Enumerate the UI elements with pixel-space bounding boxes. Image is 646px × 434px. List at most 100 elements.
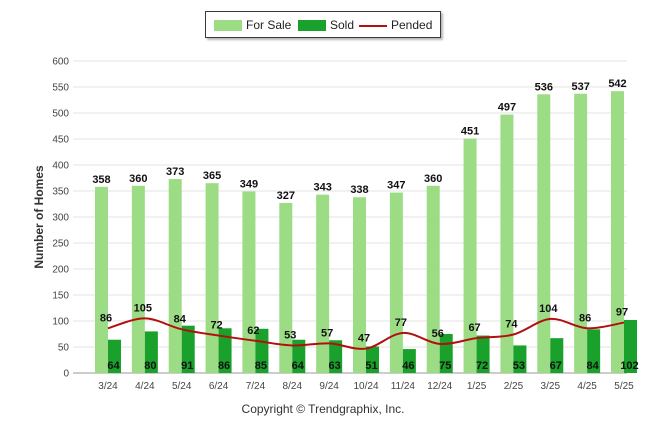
data-label-pended: 77 xyxy=(395,317,407,329)
bar-for-sale xyxy=(242,191,256,373)
data-label-for-sale: 327 xyxy=(277,190,295,202)
data-label-for-sale: 343 xyxy=(313,182,331,194)
x-tick-label: 7/24 xyxy=(246,381,266,392)
bar-for-sale xyxy=(95,186,108,373)
data-label-sold: 80 xyxy=(144,360,156,372)
legend-swatch-for-sale xyxy=(214,19,242,31)
legend-item-sold: Sold xyxy=(298,17,354,33)
bar-sold xyxy=(218,328,232,373)
bar-for-sale xyxy=(500,114,514,373)
bar-for-sale xyxy=(537,94,551,373)
data-label-for-sale: 358 xyxy=(92,174,110,186)
x-tick-label: 11/24 xyxy=(391,381,416,392)
bar-sold xyxy=(144,331,158,373)
bar-for-sale xyxy=(353,197,366,373)
data-label-pended: 62 xyxy=(247,325,259,337)
data-label-sold: 102 xyxy=(620,360,638,372)
data-label-pended: 47 xyxy=(358,333,370,345)
bar-sold xyxy=(402,349,416,373)
data-label-sold: 85 xyxy=(255,360,267,372)
data-label-for-sale: 338 xyxy=(350,184,368,196)
y-axis-title: Number of Homes xyxy=(32,165,46,269)
x-tick-label: 3/24 xyxy=(98,381,118,392)
x-tick-label: 6/24 xyxy=(209,381,229,392)
data-label-sold: 86 xyxy=(218,360,230,372)
y-tick-label: 250 xyxy=(52,239,69,250)
bar-for-sale xyxy=(279,202,293,373)
data-label-pended: 105 xyxy=(134,302,152,314)
data-label-sold: 46 xyxy=(402,360,414,372)
bar-sold xyxy=(329,340,343,373)
bar-for-sale xyxy=(205,183,219,373)
x-tick-label: 9/24 xyxy=(319,381,339,392)
legend-swatch-sold xyxy=(298,19,326,31)
data-label-sold: 64 xyxy=(292,360,305,372)
y-tick-label: 100 xyxy=(52,317,69,328)
x-tick-label: 3/25 xyxy=(541,381,561,392)
x-tick-label: 4/25 xyxy=(577,381,597,392)
bar-sold xyxy=(255,328,269,373)
legend-label-sold: Sold xyxy=(330,18,355,32)
bar-sold xyxy=(513,345,527,373)
bar-sold xyxy=(108,339,121,373)
bar-sold xyxy=(624,319,637,373)
line-pended xyxy=(107,317,625,350)
y-tick-label: 200 xyxy=(52,265,69,276)
data-label-sold: 91 xyxy=(181,360,193,372)
y-tick-label: 550 xyxy=(52,83,69,94)
data-label-for-sale: 537 xyxy=(571,81,589,93)
y-tick-label: 150 xyxy=(52,291,69,302)
data-label-for-sale: 365 xyxy=(203,170,221,182)
y-tick-label: 400 xyxy=(52,161,69,172)
data-label-pended: 57 xyxy=(321,327,333,339)
data-label-pended: 84 xyxy=(174,313,187,325)
x-tick-label: 10/24 xyxy=(353,381,378,392)
x-tick-label: 1/25 xyxy=(467,381,487,392)
y-tick-label: 500 xyxy=(52,109,69,120)
y-tick-label: 350 xyxy=(52,187,69,198)
data-label-for-sale: 497 xyxy=(498,102,516,114)
legend-item-pended: Pended xyxy=(359,17,432,33)
data-label-pended: 97 xyxy=(616,307,628,319)
data-label-for-sale: 349 xyxy=(240,179,258,191)
bar-for-sale xyxy=(168,179,182,373)
data-label-pended: 56 xyxy=(432,328,444,340)
bar-for-sale xyxy=(131,185,145,373)
data-label-pended: 74 xyxy=(505,319,518,331)
x-tick-label: 12/24 xyxy=(427,381,452,392)
data-label-sold: 51 xyxy=(365,360,377,372)
bar-sold xyxy=(366,346,379,373)
y-tick-label: 0 xyxy=(63,369,69,380)
bar-for-sale xyxy=(463,138,477,373)
data-label-pended: 86 xyxy=(100,312,112,324)
data-label-sold: 75 xyxy=(439,360,451,372)
data-label-sold: 72 xyxy=(476,360,488,372)
x-tick-label: 2/25 xyxy=(504,381,524,392)
data-label-for-sale: 536 xyxy=(535,81,553,93)
x-tick-label: 8/24 xyxy=(283,381,303,392)
bar-for-sale xyxy=(389,192,403,373)
bar-sold xyxy=(550,338,564,373)
bar-sold xyxy=(476,335,490,373)
data-label-for-sale: 373 xyxy=(166,166,184,178)
data-label-for-sale: 360 xyxy=(424,173,442,185)
legend: For Sale Sold Pended xyxy=(205,11,441,38)
x-tick-label: 5/25 xyxy=(614,381,634,392)
y-tick-label: 450 xyxy=(52,135,69,146)
bar-for-sale xyxy=(574,93,588,373)
copyright-text: Copyright © Trendgraphix, Inc. xyxy=(241,402,405,416)
bar-for-sale xyxy=(611,91,624,373)
legend-item-for-sale: For Sale xyxy=(214,17,291,33)
legend-label-for-sale: For Sale xyxy=(246,18,292,32)
bar-sold xyxy=(587,329,601,373)
legend-swatch-pended xyxy=(359,20,387,31)
data-label-pended: 104 xyxy=(539,303,558,315)
bar-for-sale xyxy=(426,185,440,373)
data-label-sold: 64 xyxy=(107,360,120,372)
y-tick-label: 50 xyxy=(58,343,70,354)
x-tick-label: 5/24 xyxy=(172,381,192,392)
data-label-for-sale: 347 xyxy=(387,180,405,192)
y-tick-label: 600 xyxy=(52,57,69,68)
bar-sold xyxy=(181,325,195,373)
